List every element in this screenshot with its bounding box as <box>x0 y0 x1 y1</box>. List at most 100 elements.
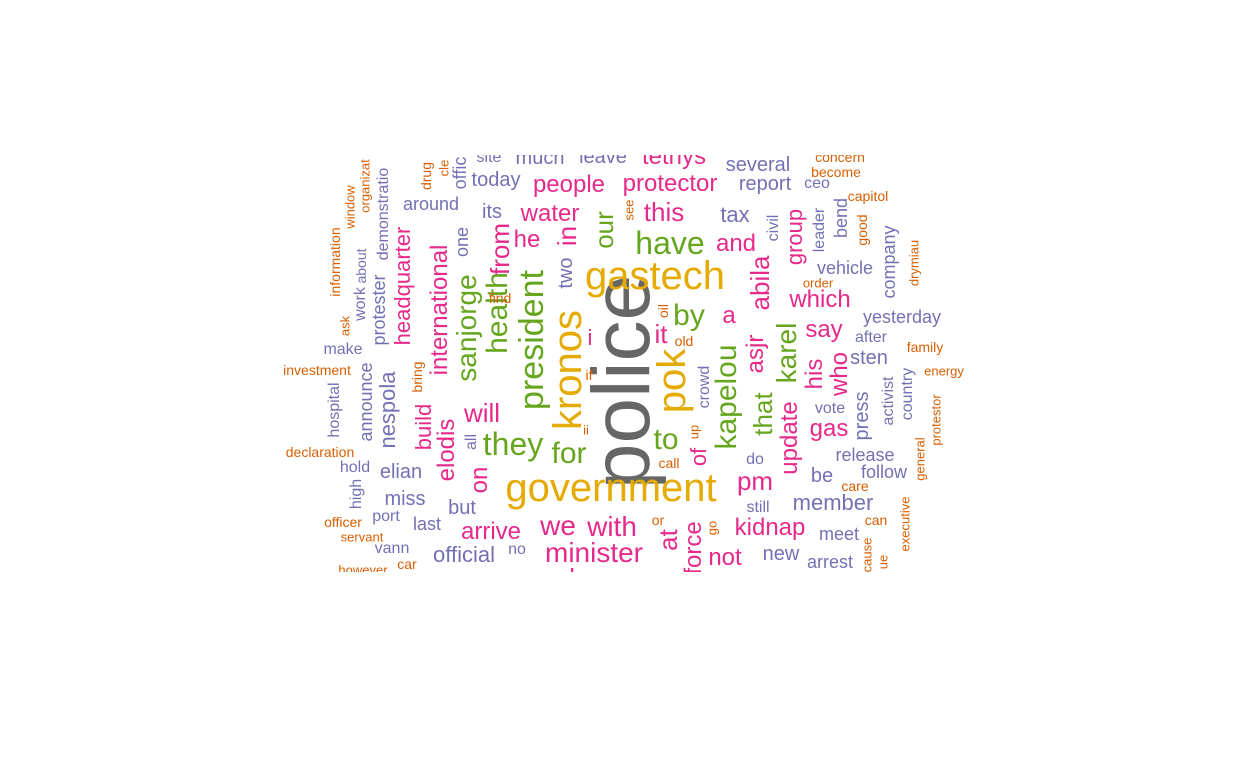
word-have: have <box>635 225 705 261</box>
word-they: they <box>482 426 544 462</box>
word-pok: pok <box>650 348 694 414</box>
word-sten: sten <box>850 347 888 369</box>
word-organizat: organizat <box>357 159 373 213</box>
word-yesterday: yesterday <box>862 307 942 327</box>
word-after: after <box>854 329 888 346</box>
word-around: around <box>402 194 460 214</box>
word-be: be <box>810 465 834 487</box>
word-oil: oil <box>655 303 671 319</box>
word-window: window <box>342 185 358 229</box>
word-by: by <box>673 299 705 332</box>
word-official: official <box>433 542 495 567</box>
word-port: port <box>372 508 400 525</box>
word-president: president <box>513 270 551 410</box>
word-on: on <box>466 466 493 494</box>
word-arrive: arrive <box>460 518 522 545</box>
word-cle: cle <box>436 159 452 177</box>
word-from: from <box>485 223 515 275</box>
word-health: health <box>481 272 514 354</box>
word-offic: offic <box>450 156 470 190</box>
word-press: press <box>851 391 873 441</box>
word-water: water <box>520 200 580 227</box>
word-can: can <box>864 512 888 528</box>
word-protector: protector <box>622 170 718 197</box>
word-employee: employee <box>519 565 632 572</box>
word-gas: gas <box>809 415 849 442</box>
word-meet: meet <box>818 524 860 544</box>
word-hospital: hospital <box>326 382 343 438</box>
word-this: this <box>643 197 685 227</box>
word-but: but <box>448 497 476 519</box>
word-karel: karel <box>771 322 802 384</box>
word-vote: vote <box>814 400 846 417</box>
word-to: to <box>653 423 679 456</box>
word-vehicle: vehicle <box>816 258 874 278</box>
word-and: and <box>715 230 757 257</box>
word-order: order <box>802 275 834 291</box>
word-in: in <box>552 225 582 247</box>
word-cloud-area: police government gastech kronos pok presiden… <box>280 155 970 572</box>
word-no: no <box>508 541 526 558</box>
word-our: our <box>589 211 619 249</box>
word-minister: minister <box>544 537 644 568</box>
word-tax: tax <box>720 202 750 227</box>
word-leader: leader <box>811 207 828 253</box>
word-family: family <box>906 339 944 355</box>
word-tethys: tethys <box>641 155 707 170</box>
word-several: several <box>725 155 791 176</box>
word-work: work <box>352 287 369 321</box>
word-vann: vann <box>374 540 410 557</box>
word-drug: drug <box>418 161 434 191</box>
word-will: will <box>463 398 501 428</box>
word-company: company <box>879 225 899 299</box>
word-today: today <box>471 169 521 191</box>
word-of: of <box>686 447 711 467</box>
word-investment: investment <box>283 362 351 378</box>
word-ii: ii <box>583 422 589 438</box>
word-still: still <box>746 499 770 516</box>
word-its: its <box>482 201 502 223</box>
word-he: he <box>513 226 541 253</box>
word-see: see <box>621 199 637 221</box>
word-cause: cause <box>859 537 875 572</box>
word-ask: ask <box>337 315 353 337</box>
word-kapelou: kapelou <box>710 344 743 450</box>
word-abila: abila <box>745 255 775 311</box>
word-bring: bring <box>409 361 425 393</box>
word-elodis: elodis <box>433 418 460 482</box>
word-country: country <box>899 367 916 421</box>
word-with: with <box>587 511 637 542</box>
word-executive: executive <box>897 496 913 552</box>
word-arrest: arrest <box>806 552 854 572</box>
word-nespola: nespola <box>375 371 400 449</box>
word-build: build <box>411 403 436 451</box>
word-a: a <box>722 302 736 329</box>
word-go: go <box>704 520 720 536</box>
word-high: high <box>348 478 365 510</box>
word-concern: concern <box>815 155 865 165</box>
word-who: who <box>826 351 853 397</box>
word-for: for <box>551 437 587 470</box>
word-protester: protester <box>369 274 389 346</box>
word-servant: servant <box>340 529 384 545</box>
word-international: international <box>426 244 453 376</box>
word-government: government <box>505 466 717 510</box>
word-or: or <box>651 512 665 528</box>
word-capitol: capitol <box>847 188 889 204</box>
word-his: his <box>801 358 828 390</box>
word-release: release <box>835 445 895 465</box>
word-civil: civil <box>765 214 782 242</box>
word-say: say <box>805 316 843 343</box>
word-call: call <box>658 455 680 471</box>
word-make: make <box>323 341 363 358</box>
word-about: about <box>353 248 369 284</box>
word-that: that <box>748 392 778 436</box>
word-announce: announce <box>356 362 376 442</box>
word-report: report <box>738 173 792 195</box>
word-however: however <box>338 562 388 573</box>
word-protestor: protestor <box>928 394 944 446</box>
word-find: find <box>488 290 512 306</box>
word-force: force <box>680 521 707 572</box>
word-people: people <box>532 171 606 198</box>
